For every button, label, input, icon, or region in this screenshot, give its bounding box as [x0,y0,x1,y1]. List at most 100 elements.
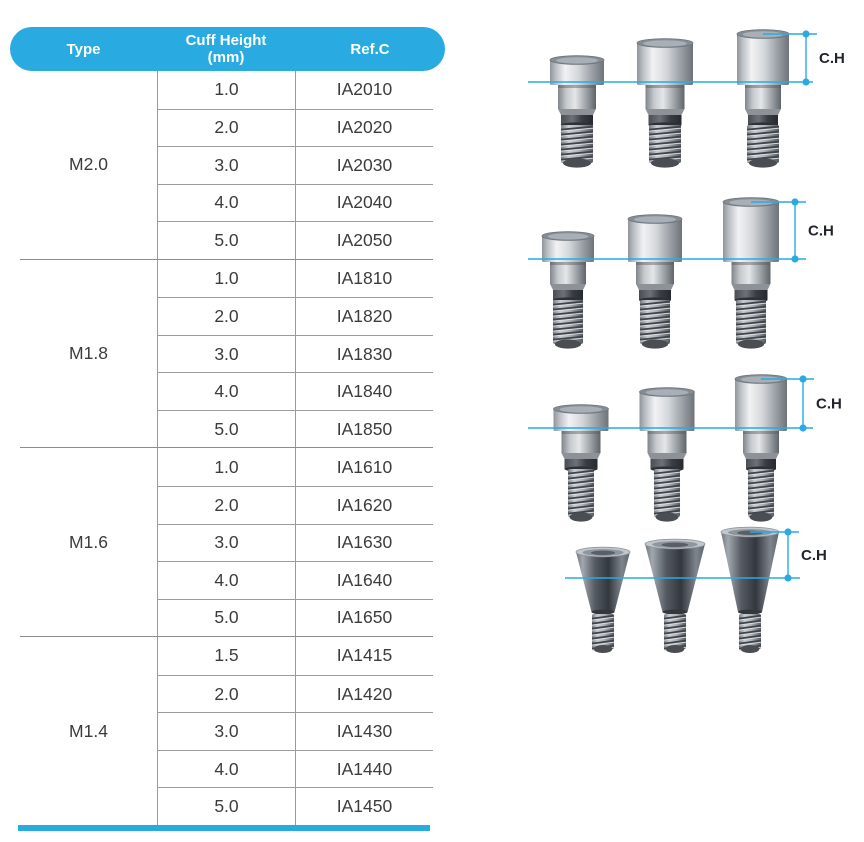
healing-abutments-m1.8: C.H [528,197,834,349]
table-row: 1.5 IA1415 [157,637,433,675]
implant-illustration [722,197,780,349]
table-row: 5.0 IA2050 [157,221,433,259]
implant-illustration [541,231,595,349]
table-row: 4.0 IA1640 [157,561,433,599]
table-header: Type Cuff Height (mm) Ref.C [10,27,445,71]
ref-code: IA1830 [295,335,433,373]
table-row: 4.0 IA1440 [157,749,433,788]
implant-illustration [627,214,683,349]
table-group: M1.8 1.0 IA1810 2.0 IA1820 3.0 IA1830 4.0 IA1840… [20,258,433,448]
table-row: 3.0 IA2030 [157,146,433,184]
table-row: 1.0 IA1610 [157,448,433,487]
ref-code: IA2030 [295,147,433,184]
table-row: 5.0 IA1850 [157,409,433,448]
cuff-height-value: 2.0 [157,298,295,335]
table-row: 1.0 IA2010 [157,71,433,109]
group-rows: 1.0 IA1610 2.0 IA1620 3.0 IA1630 4.0 IA1640 5.0 I… [157,448,433,637]
col-header-type: Type [10,27,157,71]
table-bottom-accent-bar [18,825,430,831]
type-cell: M2.0 [69,154,108,175]
ref-code: IA2010 [295,71,433,109]
type-cell: M1.4 [69,720,108,741]
ref-code: IA1620 [295,487,433,524]
cuff-height-value: 4.0 [157,373,295,410]
group-rows: 1.0 IA1810 2.0 IA1820 3.0 IA1830 4.0 IA1840 5.0 I… [157,259,433,448]
col-header-cuff-height: Cuff Height (mm) [157,27,295,71]
table-row: 2.0 IA1420 [157,674,433,713]
group-rows: 1.5 IA1415 2.0 IA1420 3.0 IA1430 4.0 IA1440 5.0 I… [157,637,433,825]
cuff-height-dimension: C.H [528,30,845,86]
table-row: 2.0 IA2020 [157,108,433,147]
cuff-height-dimension: C.H [565,528,827,582]
implant-illustration [734,374,788,522]
table-row: 5.0 IA1450 [157,787,433,825]
ch-label: C.H [819,50,845,67]
col-header-cuff-label: Cuff Height [185,32,267,49]
table-row: 2.0 IA1820 [157,297,433,335]
ref-code: IA1840 [295,373,433,410]
cuff-height-value: 2.0 [157,675,295,713]
table-row: 1.0 IA1810 [157,259,433,298]
ch-label: C.H [808,223,834,240]
table-group: M1.6 1.0 IA1610 2.0 IA1620 3.0 IA1630 4.0 IA1640… [20,447,433,637]
cuff-height-value: 1.5 [157,637,295,675]
healing-abutments-m2.0: C.H [528,29,845,168]
col-header-ref-label: Ref.C [350,40,390,58]
type-cell: M1.8 [69,343,108,364]
ref-code: IA2020 [295,109,433,147]
cuff-height-value: 4.0 [157,750,295,788]
cuff-height-value: 1.0 [157,259,295,298]
cuff-height-value: 3.0 [157,335,295,373]
cuff-height-value: 5.0 [157,222,295,259]
healing-abutments-m1.6: C.H [528,374,842,522]
implant-illustration [549,55,605,168]
ref-code: IA1450 [295,788,433,825]
ref-code: IA1850 [295,410,433,448]
implant-illustration [639,387,695,522]
ref-code: IA1650 [295,599,433,637]
ref-code: IA1640 [295,562,433,599]
cuff-height-value: 1.0 [157,71,295,109]
ref-code: IA2050 [295,222,433,259]
ref-code: IA1820 [295,298,433,335]
implant-illustration [736,29,790,168]
ref-code: IA2040 [295,184,433,222]
ref-code: IA1415 [295,637,433,675]
ref-code: IA1440 [295,750,433,788]
table-row: 5.0 IA1650 [157,598,433,637]
cuff-height-dimension: C.H [528,375,842,432]
implant-illustration [553,404,609,522]
cuff-height-value: 2.0 [157,109,295,147]
cuff-height-value: 3.0 [157,524,295,562]
table-row: 4.0 IA2040 [157,183,433,222]
table-row: 2.0 IA1620 [157,486,433,524]
implant-illustration [644,538,706,653]
col-header-type-label: Type [66,40,101,58]
cuff-height-dimension: C.H [528,198,834,263]
ref-code: IA1630 [295,524,433,562]
cuff-height-value: 5.0 [157,410,295,448]
cuff-height-value: 4.0 [157,562,295,599]
ref-code: IA1420 [295,675,433,713]
col-header-cuff-unit: (mm) [207,49,245,66]
group-rows: 1.0 IA2010 2.0 IA2020 3.0 IA2030 4.0 IA2040 5.0 I… [157,71,433,259]
table-row: 3.0 IA1630 [157,523,433,562]
col-header-ref: Ref.C [295,27,445,71]
table-group: M1.4 1.5 IA1415 2.0 IA1420 3.0 IA1430 4.0 IA1440… [20,636,433,825]
ch-label: C.H [801,547,827,564]
implant-illustration [720,526,780,653]
cuff-height-value: 1.0 [157,448,295,487]
table-group: M2.0 1.0 IA2010 2.0 IA2020 3.0 IA2030 4.0 IA2040… [20,71,433,259]
implant-illustration [575,546,631,653]
cuff-height-value: 3.0 [157,147,295,184]
implant-figures-column: C.H C.H C.H C.H [510,0,864,842]
ref-code: IA1810 [295,259,433,298]
ref-code: IA1610 [295,448,433,487]
cuff-height-value: 5.0 [157,599,295,637]
table-row: 4.0 IA1840 [157,372,433,410]
ch-label: C.H [816,396,842,413]
cuff-height-value: 4.0 [157,184,295,222]
cuff-height-value: 2.0 [157,487,295,524]
cuff-height-value: 3.0 [157,713,295,750]
